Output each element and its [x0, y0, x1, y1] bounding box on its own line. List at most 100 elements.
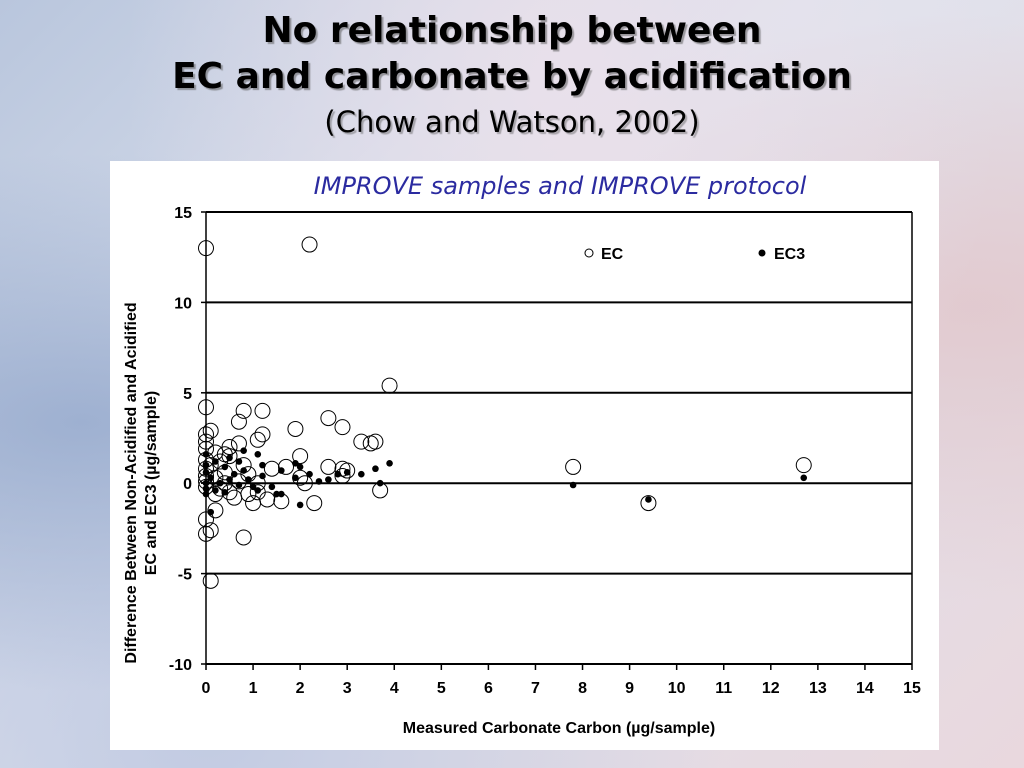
ec-point [226, 489, 243, 506]
ec3-point [202, 490, 210, 498]
ec3-point [230, 470, 238, 478]
legend: EC EC3 [584, 246, 805, 263]
x-tick-label: 9 [625, 680, 634, 697]
slide-subtitle: (Chow and Watson, 2002) [324, 105, 700, 139]
x-tick-label: 11 [715, 680, 732, 697]
x-tick-label: 2 [296, 680, 305, 697]
y-axis-title-line1: Difference Between Non-Acidified and Aci… [123, 302, 140, 663]
x-tick-label: 5 [437, 680, 446, 697]
ec3-point [259, 461, 266, 469]
ec-point [259, 491, 276, 508]
ec3-point [254, 450, 262, 458]
ec-point [198, 511, 214, 528]
ec-point [230, 435, 247, 452]
grid-lines [206, 211, 912, 665]
ec-point [565, 458, 582, 475]
series-ec3 [202, 447, 808, 516]
ec3-point [376, 479, 384, 487]
y-axis-title: Difference Between Non-Acidified and Aci… [123, 302, 160, 663]
ec3-point [278, 467, 285, 474]
ec3-point [235, 481, 243, 489]
ec3-point [386, 460, 393, 467]
x-tick-label: 7 [531, 680, 540, 697]
ec3-point [212, 487, 219, 494]
ec3-point [202, 485, 210, 492]
y-tick-label: -5 [178, 567, 192, 584]
ec3-point [800, 474, 808, 482]
chart-title: IMPROVE samples and IMPROVE protocol [314, 172, 807, 200]
ec-point [198, 460, 214, 477]
ec-point [245, 495, 262, 512]
x-tick-label: 8 [578, 680, 587, 697]
ec-point [306, 495, 323, 512]
x-tick-label: 10 [668, 680, 686, 697]
ec3-point [240, 447, 247, 454]
series-ec [198, 236, 812, 589]
ec-point [334, 467, 351, 484]
ec-point [235, 529, 252, 546]
ec-point [254, 402, 271, 419]
ec-point [301, 236, 318, 253]
x-axis-title: Measured Carbonate Carbon (µg/sample) [403, 720, 715, 737]
x-tick-label: 1 [249, 680, 258, 697]
ec3-point [268, 483, 276, 491]
x-tick-label: 15 [903, 680, 921, 697]
scatter-chart: IMPROVE samples and IMPROVE protocol -10… [123, 172, 921, 737]
ec3-point [235, 458, 243, 465]
ec-point [367, 433, 384, 450]
ec3-point [207, 508, 215, 516]
ec-point [202, 522, 219, 539]
ec-point [198, 240, 214, 257]
ec3-point [296, 501, 304, 509]
ec3-point [343, 469, 351, 476]
ec3-point [212, 458, 219, 465]
ec-point [207, 502, 224, 519]
ec-point [221, 448, 238, 465]
ec3-point [226, 454, 233, 462]
x-tick-label: 14 [856, 680, 874, 697]
ec-point [254, 426, 271, 443]
ec-point [198, 525, 214, 542]
chart-panel: IMPROVE samples and IMPROVE protocol -10… [110, 161, 939, 750]
ec-point [640, 495, 657, 512]
ec3-point [240, 467, 247, 474]
ec3-point [569, 481, 577, 489]
ec3-point [202, 461, 210, 469]
x-tick-label: 3 [343, 680, 352, 697]
ec-point [320, 458, 337, 475]
ec-point [292, 448, 309, 465]
ec-point [287, 420, 304, 437]
x-tick-label: 0 [202, 680, 211, 697]
ec3-point [292, 460, 299, 467]
ec3-point [207, 474, 215, 482]
ec-point [320, 410, 337, 427]
ec3-point [254, 487, 262, 494]
ec-point [381, 377, 398, 394]
slide-title: No relationship between EC and carbonate… [0, 8, 1024, 142]
ec3-point [325, 476, 332, 483]
ec-point [296, 475, 313, 492]
y-tick-label: 0 [183, 476, 192, 493]
ec-point [339, 462, 356, 479]
ec3-point [202, 479, 210, 487]
ec3-point [273, 490, 280, 498]
legend-ec-marker [584, 248, 594, 258]
legend-ec3-label: EC3 [774, 246, 805, 263]
ec-point [198, 399, 214, 416]
ec3-point [315, 478, 323, 485]
ec3-point [358, 470, 365, 478]
ec-point [230, 413, 247, 430]
ec3-point [296, 463, 304, 471]
ec3-point [306, 470, 313, 478]
ec3-point [226, 476, 233, 483]
ec-point [235, 402, 252, 419]
x-tick-label: 12 [762, 680, 780, 697]
ec-point [334, 419, 351, 436]
ec3-point [278, 490, 285, 498]
x-tick-labels: 0 1 2 3 4 5 6 7 8 9 10 11 12 13 14 15 [202, 680, 921, 697]
x-tick-label: 13 [809, 680, 827, 697]
x-tick-label: 4 [390, 680, 399, 697]
y-tick-label: 10 [174, 295, 192, 312]
y-axis-title-line2: EC and EC3 (µg/sample) [143, 391, 160, 575]
slide-title-line1: No relationship between [262, 10, 762, 51]
